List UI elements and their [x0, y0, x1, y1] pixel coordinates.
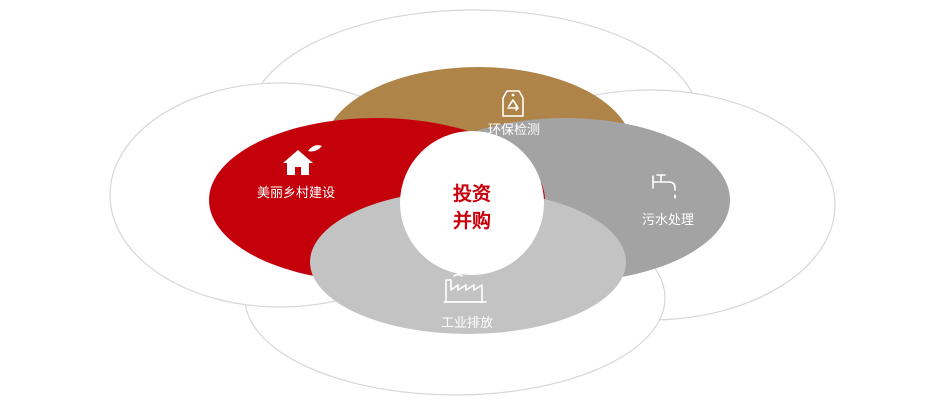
segment-beautiful-countryside: 美丽乡村建设	[257, 145, 335, 201]
center-label-line2: 并购	[453, 209, 491, 232]
segment-environmental-testing: 环保检测	[488, 90, 540, 138]
label-beautiful-countryside: 美丽乡村建设	[257, 186, 335, 201]
faucet-icon	[652, 174, 676, 199]
segment-sewage-treatment: 污水处理	[642, 174, 694, 228]
segment-industrial-emissions: 工业排放	[441, 273, 493, 331]
label-sewage-treatment: 污水处理	[642, 213, 694, 228]
factory-icon	[443, 273, 487, 303]
center-circle	[400, 131, 544, 275]
label-industrial-emissions: 工业排放	[441, 316, 493, 331]
recycle-tag-icon	[502, 90, 524, 117]
center-label-line1: 投资	[453, 182, 491, 205]
house-leaf-icon	[283, 145, 322, 175]
label-environmental-testing: 环保检测	[488, 123, 540, 138]
